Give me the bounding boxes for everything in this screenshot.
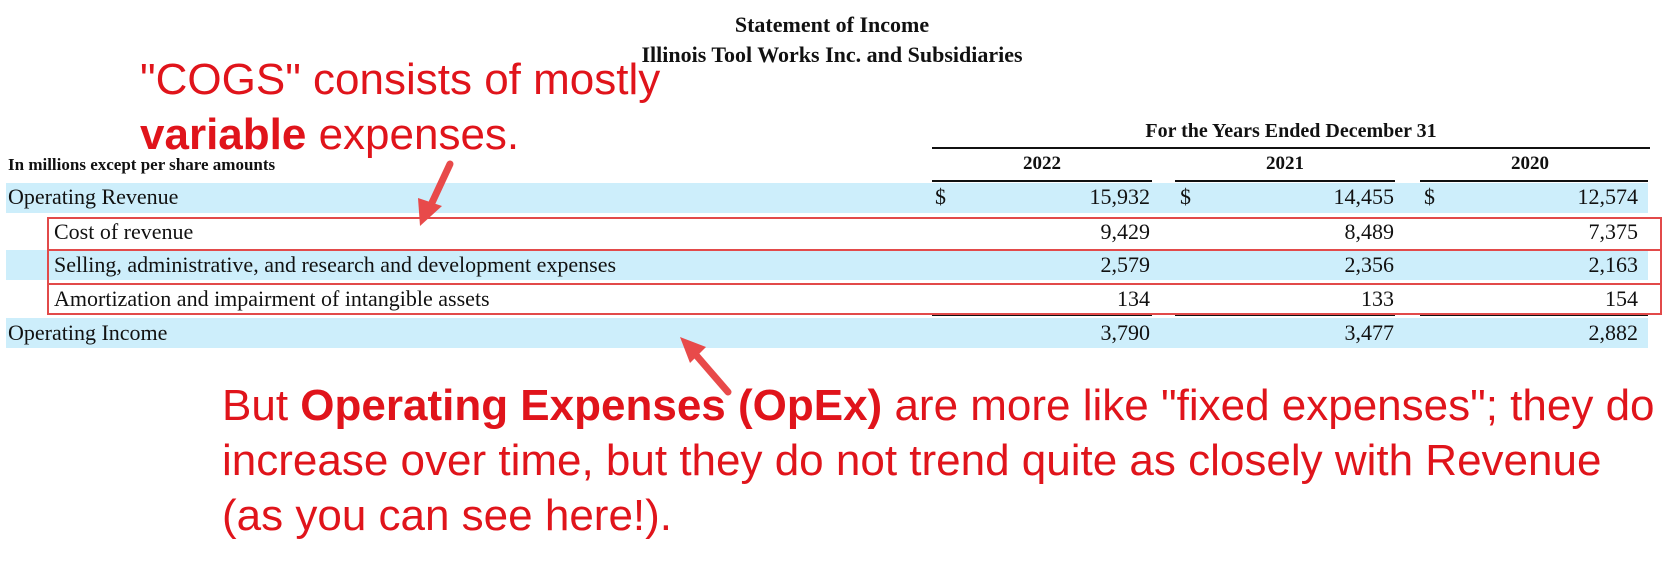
row-label-selling-admin: Selling, administrative, and research an… xyxy=(54,252,617,277)
opex-annotation-prefix: But xyxy=(222,381,301,430)
currency-symbol: $ xyxy=(1180,184,1191,209)
row-bg-operating-income xyxy=(6,318,1648,348)
currency-symbol: $ xyxy=(935,184,946,209)
year-header-2020: 2020 xyxy=(1511,153,1549,174)
currency-symbol: $ xyxy=(1424,184,1435,209)
statement-title: Statement of Income xyxy=(734,12,930,37)
value-amort-2020: 154 xyxy=(1605,286,1638,311)
year-rule-2020 xyxy=(1420,180,1648,182)
company-name: Illinois Tool Works Inc. and Subsidiarie… xyxy=(641,42,1023,67)
highlight-divider xyxy=(47,249,1662,251)
value-cogs-2022: 9,429 xyxy=(1100,219,1151,244)
expense-rows-highlight xyxy=(47,217,1662,315)
value-cogs-2020: 7,375 xyxy=(1588,219,1639,244)
cogs-annotation-line1: "COGS" consists of mostly xyxy=(140,55,661,104)
value-revenue-2021: 14,455 xyxy=(1333,184,1395,209)
row-label-operating-revenue: Operating Revenue xyxy=(8,184,179,209)
row-label-cost-of-revenue: Cost of revenue xyxy=(54,219,194,244)
opex-annotation: But Operating Expenses (OpEx) are more l… xyxy=(222,378,1662,543)
highlight-divider xyxy=(47,283,1662,285)
value-opincome-2022: 3,790 xyxy=(1100,320,1151,345)
row-bg-selling xyxy=(6,250,1648,280)
row-label-amortization: Amortization and impairment of intangibl… xyxy=(54,286,490,311)
year-header-2022: 2022 xyxy=(1023,153,1061,174)
arrow-opex-icon xyxy=(680,337,732,396)
value-sga-2022: 2,579 xyxy=(1100,252,1151,277)
opex-annotation-bold: Operating Expenses (OpEx) xyxy=(300,381,883,430)
opex-annotation-suffix: are more like "fixed expenses"; they do … xyxy=(222,381,1655,540)
year-rule-2021 xyxy=(1175,180,1395,182)
year-rule-2022 xyxy=(932,180,1152,182)
value-amort-2022: 134 xyxy=(1117,286,1150,311)
value-sga-2021: 2,356 xyxy=(1344,252,1395,277)
value-revenue-2020: 12,574 xyxy=(1577,184,1639,209)
cogs-annotation-line2: variable expenses. xyxy=(140,107,660,162)
units-label: In millions except per share amounts xyxy=(8,155,276,174)
value-revenue-2022: 15,932 xyxy=(1089,184,1151,209)
cogs-annotation: "COGS" consists of mostly variable expen… xyxy=(140,52,660,162)
value-opincome-2021: 3,477 xyxy=(1344,320,1395,345)
arrow-cogs-icon xyxy=(418,160,454,226)
year-header-2021: 2021 xyxy=(1266,153,1304,174)
row-label-operating-income: Operating Income xyxy=(8,320,168,345)
cogs-annotation-bold: variable xyxy=(140,110,307,159)
value-opincome-2020: 2,882 xyxy=(1588,320,1639,345)
period-header: For the Years Ended December 31 xyxy=(1145,120,1437,142)
header-rule xyxy=(932,147,1650,149)
cogs-annotation-rest: expenses. xyxy=(306,110,520,159)
value-sga-2020: 2,163 xyxy=(1588,252,1639,277)
value-amort-2021: 133 xyxy=(1361,286,1394,311)
value-cogs-2021: 8,489 xyxy=(1344,219,1395,244)
row-bg-operating-revenue xyxy=(6,183,1648,213)
